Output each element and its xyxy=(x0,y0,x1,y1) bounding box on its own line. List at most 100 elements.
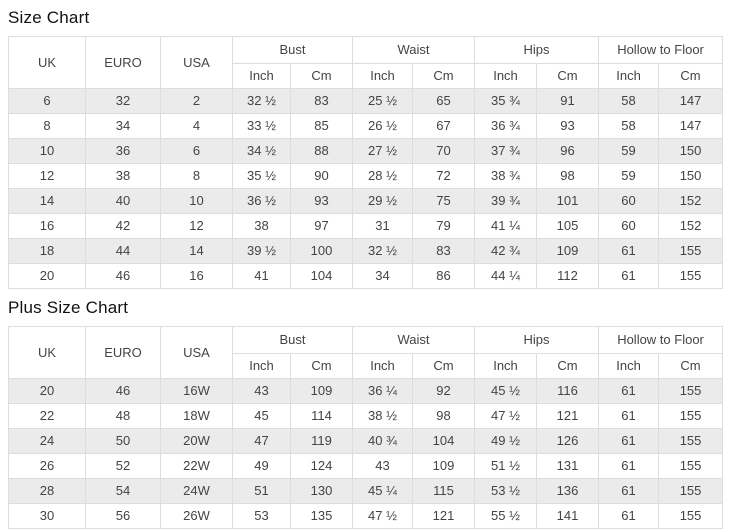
table-cell: 38 xyxy=(232,213,291,239)
table-cell: 14 xyxy=(8,188,86,214)
table-row: 20 46 16 41 104 34 86 44 ¼ 112 61 155 xyxy=(8,263,724,289)
table-cell: 34 ½ xyxy=(232,138,291,164)
table-cell: 26 xyxy=(8,453,86,479)
table-row: 24 50 20W 47 119 40 ¾ 104 49 ½ 126 61 155 xyxy=(8,428,724,454)
table-cell: 29 ½ xyxy=(352,188,414,214)
table-cell: 49 ½ xyxy=(474,428,538,454)
table-cell: 30 xyxy=(8,503,86,529)
column-header-usa: USA xyxy=(160,36,233,89)
table-cell: 60 xyxy=(598,188,660,214)
table-cell: 40 xyxy=(85,188,161,214)
table-cell: 121 xyxy=(536,403,600,429)
table-cell: 152 xyxy=(658,188,724,214)
table-cell: 96 xyxy=(536,138,600,164)
table-cell: 36 xyxy=(85,138,161,164)
table-cell: 155 xyxy=(658,453,724,479)
table-row: 26 52 22W 49 124 43 109 51 ½ 131 61 155 xyxy=(8,453,724,479)
subheader-hollow-cm: Cm xyxy=(658,63,724,89)
table-cell: 25 ½ xyxy=(352,88,414,114)
table-row: 12 38 8 35 ½ 90 28 ½ 72 38 ¾ 98 59 150 xyxy=(8,163,724,189)
table-cell: 131 xyxy=(536,453,600,479)
table-row: 22 48 18W 45 114 38 ½ 98 47 ½ 121 61 155 xyxy=(8,403,724,429)
table-cell: 28 xyxy=(8,478,86,504)
table-cell: 93 xyxy=(289,188,354,214)
subheader-bust-cm: Cm xyxy=(289,63,354,89)
table-cell: 27 ½ xyxy=(352,138,414,164)
subheader-waist-cm: Cm xyxy=(412,353,476,379)
table-cell: 39 ½ xyxy=(232,238,291,264)
subheader-hips-cm: Cm xyxy=(536,63,600,89)
table-cell: 61 xyxy=(598,403,660,429)
table-cell: 38 xyxy=(85,163,161,189)
table-cell: 79 xyxy=(412,213,476,239)
table-cell: 92 xyxy=(412,378,476,404)
table-cell: 75 xyxy=(412,188,476,214)
table-cell: 45 ½ xyxy=(474,378,538,404)
subheader-hollow-cm: Cm xyxy=(658,353,724,379)
table-cell: 34 xyxy=(352,263,414,289)
table-cell: 135 xyxy=(289,503,354,529)
subheader-hips-cm: Cm xyxy=(536,353,600,379)
table-cell: 40 ¾ xyxy=(352,428,414,454)
subheader-hips-inch: Inch xyxy=(474,63,538,89)
table-cell: 155 xyxy=(658,503,724,529)
table-cell: 20W xyxy=(160,428,233,454)
table-cell: 42 xyxy=(85,213,161,239)
table-cell: 130 xyxy=(289,478,354,504)
table-cell: 26 ½ xyxy=(352,113,414,139)
table-cell: 70 xyxy=(412,138,476,164)
table-cell: 37 ¾ xyxy=(474,138,538,164)
subheader-bust-inch: Inch xyxy=(232,353,291,379)
table-cell: 88 xyxy=(289,138,354,164)
table-cell: 24 xyxy=(8,428,86,454)
subheader-bust-cm: Cm xyxy=(289,353,354,379)
table-cell: 97 xyxy=(289,213,354,239)
table-cell: 155 xyxy=(658,238,724,264)
table-cell: 55 ½ xyxy=(474,503,538,529)
table-cell: 12 xyxy=(160,213,233,239)
table-cell: 85 xyxy=(289,113,354,139)
table-cell: 18W xyxy=(160,403,233,429)
table-row: 20 46 16W 43 109 36 ¼ 92 45 ½ 116 61 155 xyxy=(8,378,724,404)
column-header-uk: UK xyxy=(8,326,86,379)
table-cell: 45 ¼ xyxy=(352,478,414,504)
table-cell: 16W xyxy=(160,378,233,404)
table-cell: 6 xyxy=(160,138,233,164)
table-cell: 41 ¼ xyxy=(474,213,538,239)
column-header-euro: EURO xyxy=(85,36,161,89)
table-cell: 147 xyxy=(658,88,724,114)
table-cell: 34 xyxy=(85,113,161,139)
subheader-waist-inch: Inch xyxy=(352,353,414,379)
table-cell: 51 xyxy=(232,478,291,504)
table-cell: 105 xyxy=(536,213,600,239)
size-chart-title: Size Chart xyxy=(8,8,90,27)
table-cell: 35 ½ xyxy=(232,163,291,189)
column-group-hips: Hips xyxy=(474,36,600,64)
table-cell: 67 xyxy=(412,113,476,139)
table-cell: 98 xyxy=(536,163,600,189)
plus-size-chart-title: Plus Size Chart xyxy=(8,298,129,317)
table-cell: 4 xyxy=(160,113,233,139)
table-cell: 26W xyxy=(160,503,233,529)
table-cell: 116 xyxy=(536,378,600,404)
table-cell: 126 xyxy=(536,428,600,454)
table-cell: 16 xyxy=(8,213,86,239)
table-cell: 53 ½ xyxy=(474,478,538,504)
table-cell: 152 xyxy=(658,213,724,239)
subheader-hips-inch: Inch xyxy=(474,353,538,379)
table-row: 8 34 4 33 ½ 85 26 ½ 67 36 ¾ 93 58 147 xyxy=(8,113,724,139)
table-cell: 93 xyxy=(536,113,600,139)
table-cell: 33 ½ xyxy=(232,113,291,139)
plus-size-chart-section: Plus Size Chart UK EURO USA Bust Waist H… xyxy=(8,298,724,529)
table-cell: 47 ½ xyxy=(352,503,414,529)
table-cell: 83 xyxy=(412,238,476,264)
table-cell: 155 xyxy=(658,428,724,454)
size-chart-body: 6 32 2 32 ½ 83 25 ½ 65 35 ¾ 91 58 147 8 34 4 33 ½ 85 26 … xyxy=(8,88,724,289)
table-cell: 61 xyxy=(598,263,660,289)
column-group-bust: Bust xyxy=(231,326,354,354)
table-cell: 155 xyxy=(658,403,724,429)
table-cell: 109 xyxy=(536,238,600,264)
plus-size-chart-body: 20 46 16W 43 109 36 ¼ 92 45 ½ 116 61 155 22 48 18W 45 1… xyxy=(8,378,724,529)
column-group-waist: Waist xyxy=(352,326,476,354)
table-cell: 10 xyxy=(160,188,233,214)
